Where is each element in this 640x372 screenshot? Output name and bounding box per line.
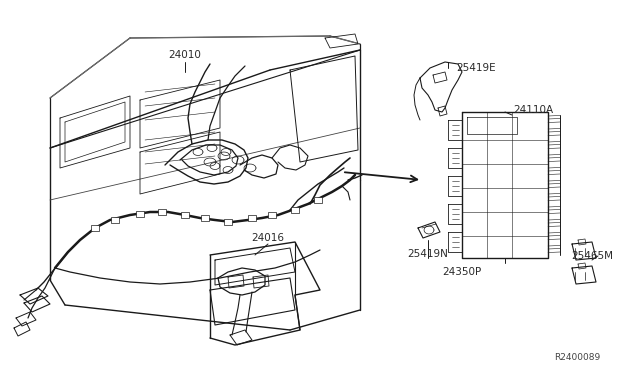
Bar: [291, 207, 299, 213]
Text: R2400089: R2400089: [554, 353, 600, 362]
Bar: [136, 211, 144, 217]
Bar: [314, 197, 322, 203]
Bar: [201, 215, 209, 221]
Bar: [91, 225, 99, 231]
Bar: [158, 209, 166, 215]
Bar: [111, 217, 119, 223]
Text: 25419E: 25419E: [456, 63, 496, 73]
Text: 24350P: 24350P: [442, 267, 482, 277]
Text: 24010: 24010: [168, 50, 202, 60]
Bar: [224, 219, 232, 225]
Bar: [268, 212, 276, 218]
Text: 25419N: 25419N: [408, 249, 449, 259]
Bar: [248, 215, 256, 221]
Text: 24110A: 24110A: [513, 105, 553, 115]
Text: 24016: 24016: [252, 233, 285, 243]
Text: 25465M: 25465M: [571, 251, 613, 261]
Bar: [181, 212, 189, 218]
